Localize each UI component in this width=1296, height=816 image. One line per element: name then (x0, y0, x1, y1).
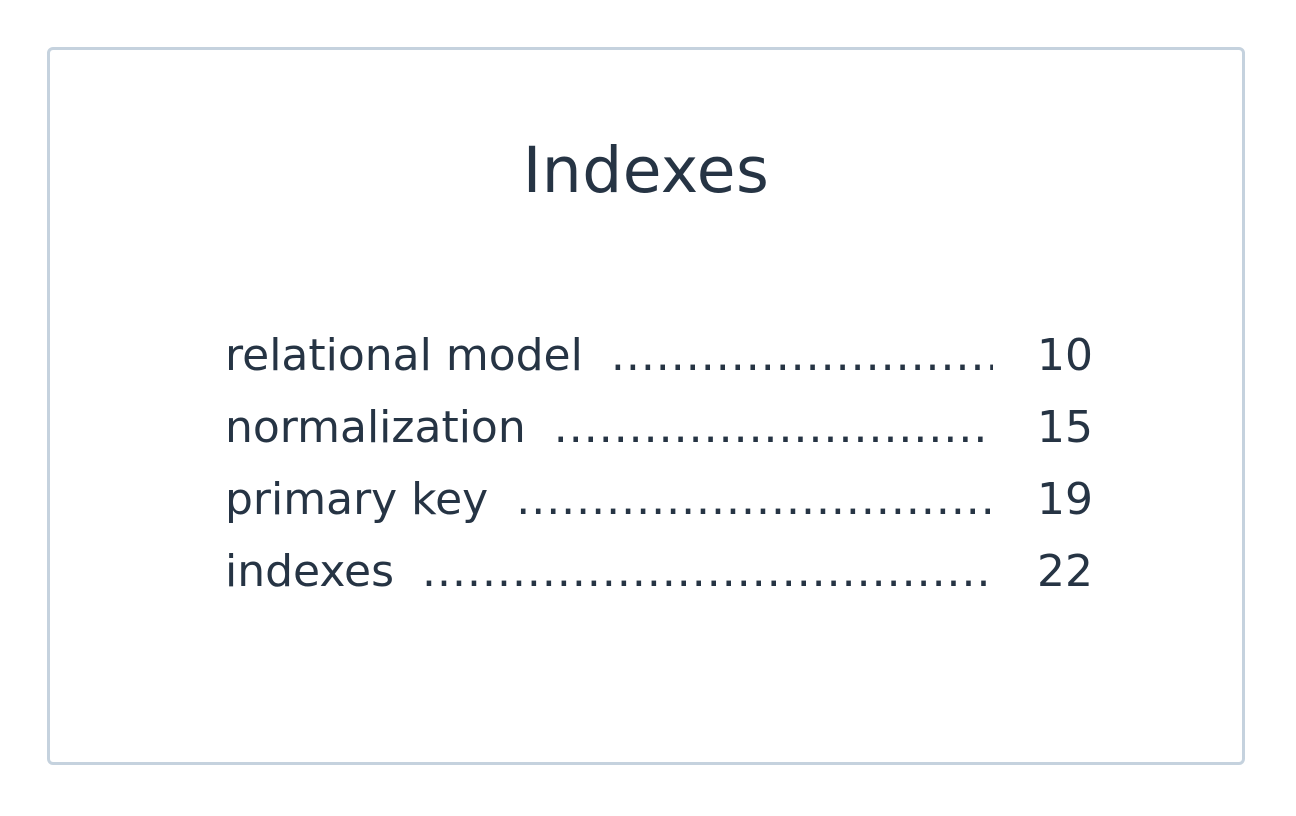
index-term: primary key (225, 474, 489, 525)
dot-leader (422, 546, 993, 597)
page-number: 19 (1037, 474, 1093, 525)
dot-leader (554, 402, 993, 453)
index-entry-primary-key[interactable]: primary key 19 (225, 474, 1093, 546)
dot-leader (516, 474, 993, 525)
index-entry-indexes[interactable]: indexes 22 (225, 546, 1093, 618)
index-entry-relational-model[interactable]: relational model 10 (225, 330, 1093, 402)
index-term: relational model (225, 330, 583, 381)
page-number: 15 (1037, 402, 1093, 453)
dot-leader (611, 330, 993, 381)
page-number: 22 (1037, 546, 1093, 597)
page-number: 10 (1037, 330, 1093, 381)
index-list: relational model 10 normalization 15 pri… (225, 330, 1093, 618)
index-term: indexes (225, 546, 395, 597)
index-card: Indexes relational model 10 normalizatio… (47, 47, 1245, 765)
index-term: normalization (225, 402, 526, 453)
index-entry-normalization[interactable]: normalization 15 (225, 402, 1093, 474)
page-title: Indexes (522, 134, 770, 207)
